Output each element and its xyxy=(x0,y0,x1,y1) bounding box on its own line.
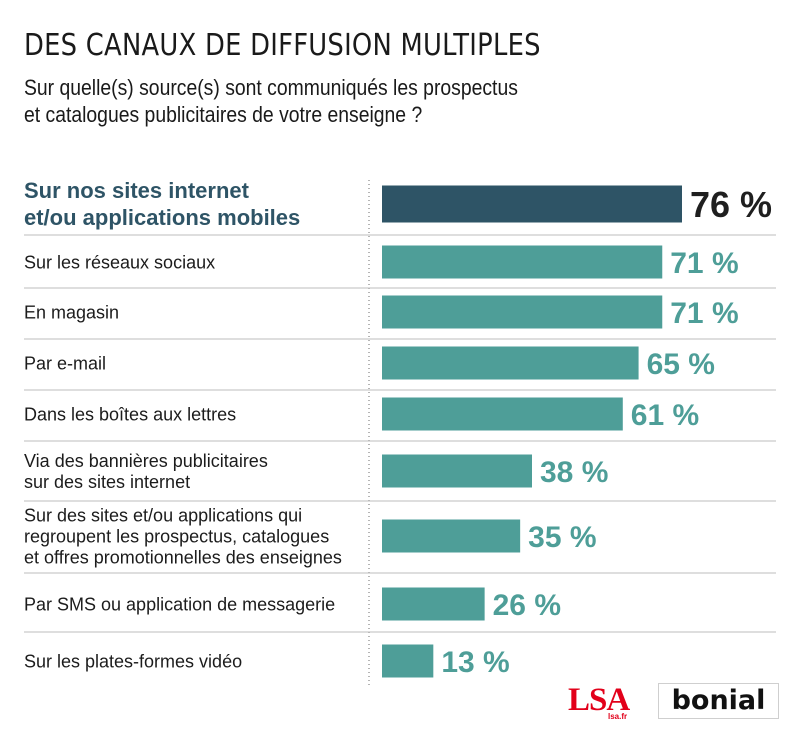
value-label-8: 26 % xyxy=(493,589,561,622)
value-label-1: 76 % xyxy=(690,184,772,225)
category-label-8: Par SMS ou application de messagerie xyxy=(24,594,335,614)
category-label-7: Sur des sites et/ou applications qui regr… xyxy=(24,505,342,567)
value-label-6: 38 % xyxy=(540,456,608,489)
category-label-3: En magasin xyxy=(24,302,119,322)
bar-7 xyxy=(382,519,521,553)
value-label-2: 71 % xyxy=(670,247,738,280)
bonial-logo: bonial xyxy=(658,683,779,719)
footer-logos: LSA lsa.fr bonial xyxy=(566,682,781,722)
bar-2 xyxy=(382,245,663,279)
bar-4 xyxy=(382,346,639,380)
category-label-4: Par e-mail xyxy=(24,353,106,373)
category-label-9: Sur les plates-formes vidéo xyxy=(24,651,242,671)
value-label-3: 71 % xyxy=(670,297,738,330)
value-label-7: 35 % xyxy=(528,521,596,554)
value-label-4: 65 % xyxy=(647,348,715,381)
lsa-logo-url: lsa.fr xyxy=(608,712,628,721)
category-label-1: Sur nos sites internet et/ou applications… xyxy=(24,178,300,230)
category-label-2: Sur les réseaux sociaux xyxy=(24,252,215,272)
subtitle-line-2: et catalogues publicitaires de votre ens… xyxy=(24,102,423,127)
chart-subtitle: Sur quelle(s) source(s) sont communiqués… xyxy=(24,74,587,128)
bar-1 xyxy=(382,185,682,223)
bar-9 xyxy=(382,644,434,678)
category-label-5: Dans les boîtes aux lettres xyxy=(24,404,236,424)
value-label-5: 61 % xyxy=(631,399,699,432)
category-label-6: Via des bannières publicitaires sur des s… xyxy=(24,451,268,492)
lsa-logo: LSA xyxy=(568,682,630,718)
value-label-9: 13 % xyxy=(441,646,509,679)
bar-8 xyxy=(382,587,485,621)
bar-5 xyxy=(382,397,623,431)
bar-6 xyxy=(382,454,532,488)
chart-title: DES CANAUX DE DIFFUSION MULTIPLES xyxy=(24,28,541,63)
subtitle-line-1: Sur quelle(s) source(s) sont communiqués… xyxy=(24,75,518,100)
bar-3 xyxy=(382,295,663,329)
